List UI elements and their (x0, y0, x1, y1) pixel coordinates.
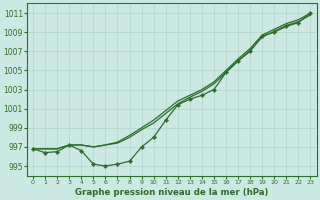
X-axis label: Graphe pression niveau de la mer (hPa): Graphe pression niveau de la mer (hPa) (75, 188, 268, 197)
